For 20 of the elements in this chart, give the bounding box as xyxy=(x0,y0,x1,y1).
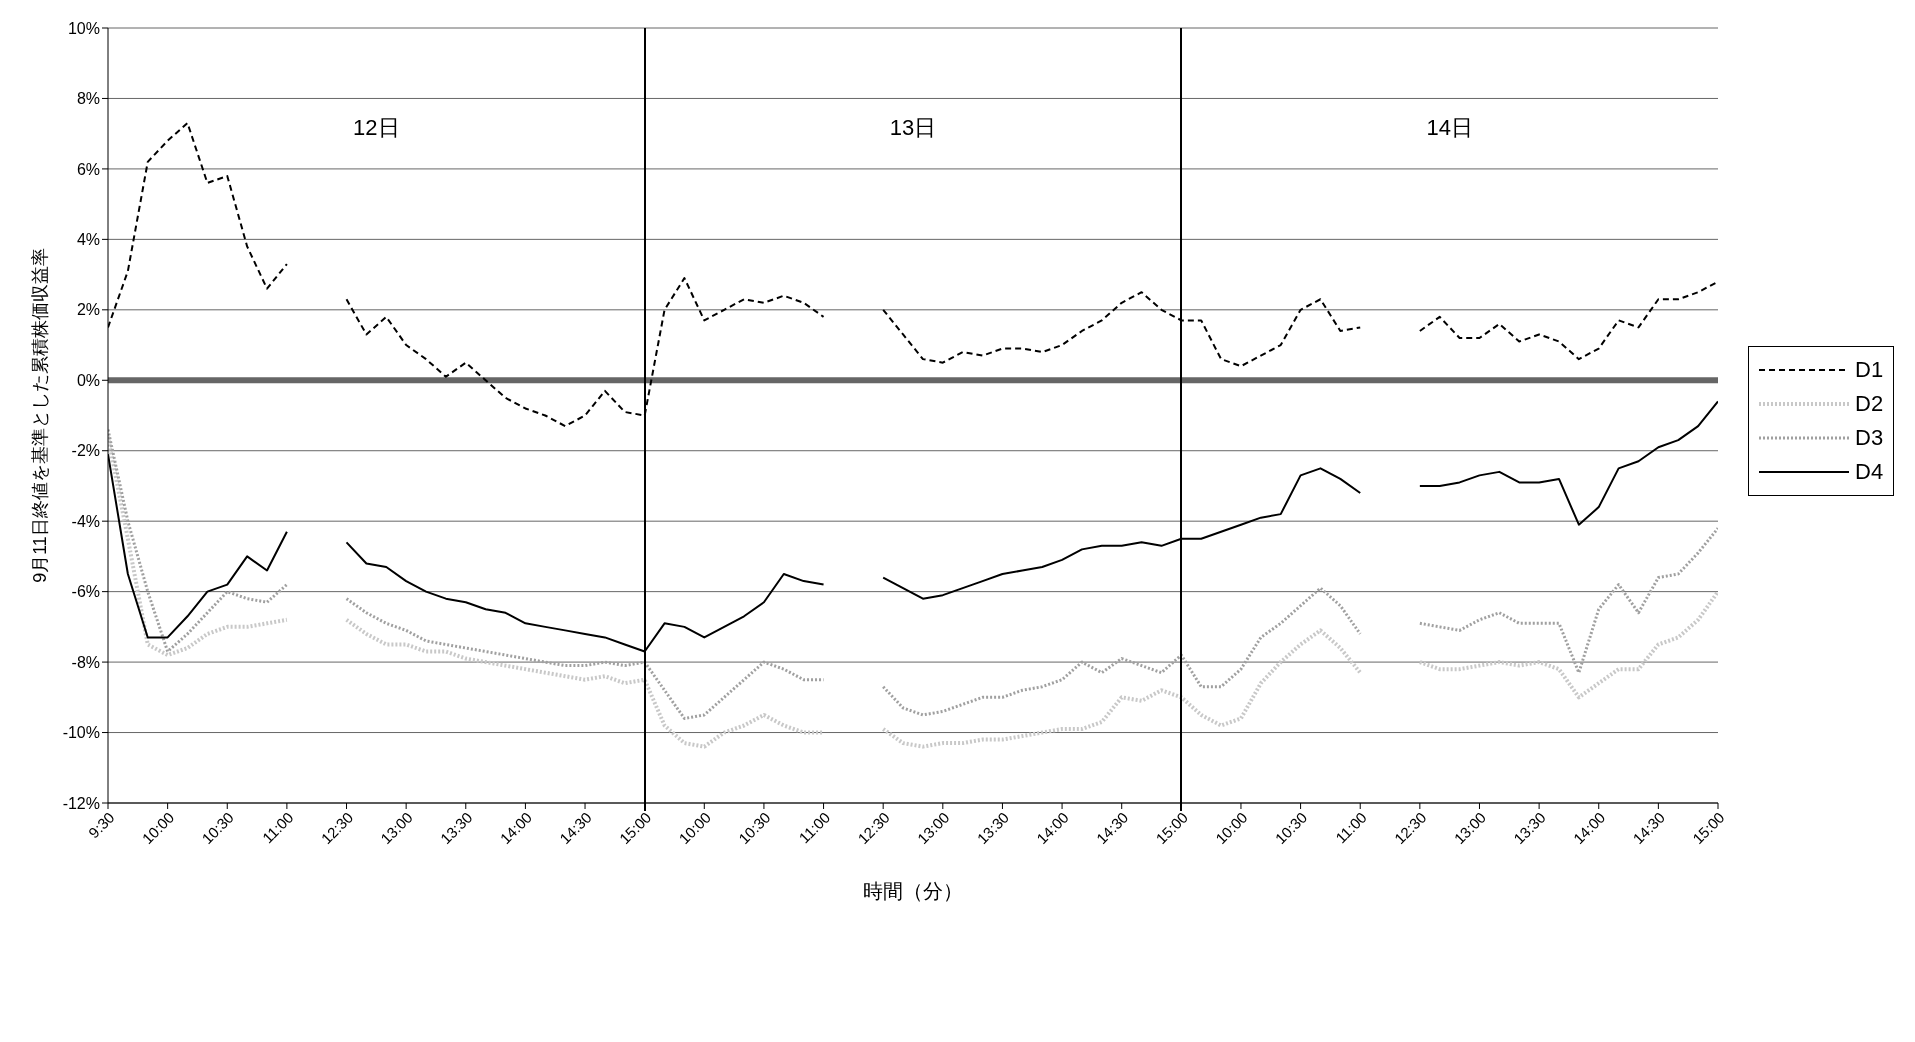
y-tick-label: -4% xyxy=(71,512,100,530)
legend-label: D3 xyxy=(1855,424,1884,451)
y-tick-label: -6% xyxy=(71,583,100,601)
annotation: 14日 xyxy=(1425,114,1474,142)
y-tick-label: 4% xyxy=(76,231,100,249)
legend-label: D2 xyxy=(1855,390,1884,417)
y-tick-label: 8% xyxy=(76,90,100,108)
x-axis-title: 時間（分） xyxy=(863,880,963,902)
annotation: 12日 xyxy=(352,114,401,142)
annotation: 13日 xyxy=(888,114,938,142)
y-tick-label: 6% xyxy=(76,160,100,178)
y-tick-label: -10% xyxy=(62,724,100,742)
y-tick-label: 10% xyxy=(67,19,100,37)
legend-label: D1 xyxy=(1855,356,1884,383)
y-tick-label: -8% xyxy=(71,653,100,671)
y-tick-label: -2% xyxy=(71,442,100,460)
legend-label: D4 xyxy=(1855,458,1884,485)
y-tick-label: 2% xyxy=(76,301,100,319)
y-tick-label: 0% xyxy=(76,371,100,389)
y-axis-title: 9月11日終値を基準とした累積株価収益率 xyxy=(30,248,51,583)
